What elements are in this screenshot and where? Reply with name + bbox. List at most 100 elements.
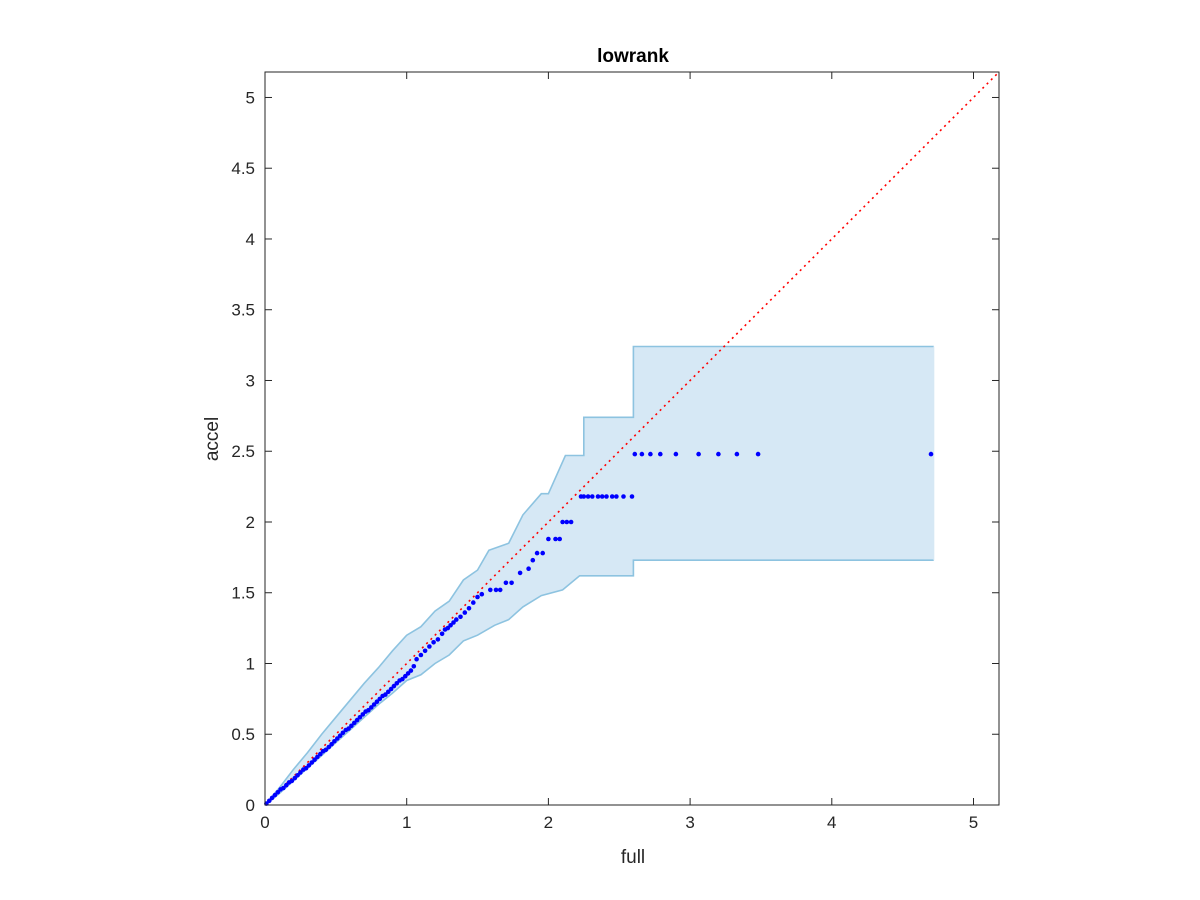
data-point [391, 683, 397, 689]
data-point [388, 686, 394, 692]
data-point [386, 689, 391, 695]
data-point [503, 580, 509, 586]
data-point [590, 494, 595, 499]
data-point [312, 757, 317, 762]
data-point [315, 754, 320, 760]
data-point [475, 594, 480, 600]
data-point [530, 557, 536, 563]
data-point [357, 715, 363, 720]
data-point [696, 451, 701, 457]
y-tick-label: 5 [246, 88, 255, 107]
data-point [755, 451, 761, 457]
data-point [435, 637, 441, 642]
data-point [526, 566, 531, 571]
y-tick-label: 0 [246, 796, 255, 815]
data-point [581, 494, 587, 499]
data-point [609, 494, 615, 499]
axes [264, 71, 1000, 806]
x-axis-label: full [621, 847, 645, 868]
data-point [394, 681, 400, 686]
data-point [377, 696, 383, 702]
y-axis-label: accel [202, 417, 223, 461]
data-point [509, 580, 514, 586]
y-tick-label: 4.5 [231, 159, 255, 178]
data-point [411, 664, 417, 669]
data-point [349, 723, 354, 729]
data-point [431, 640, 436, 645]
data-point [337, 733, 343, 738]
x-tick-label: 2 [544, 813, 553, 832]
y-tick-label: 0.5 [231, 725, 255, 744]
data-point [479, 591, 485, 597]
data-point [366, 707, 371, 713]
x-tick-label: 4 [827, 813, 836, 832]
data-point [405, 671, 411, 676]
data-point [462, 610, 468, 615]
data-point [369, 705, 374, 710]
data-point [414, 656, 419, 662]
data-point [716, 451, 721, 457]
data-point [673, 451, 679, 457]
band-upper-edge [264, 345, 934, 806]
data-point [632, 451, 638, 457]
data-point [466, 606, 472, 611]
data-point [329, 741, 334, 747]
data-points [264, 451, 934, 806]
reference-line-group [264, 71, 1000, 806]
data-point [298, 770, 303, 775]
data-point [275, 790, 281, 795]
data-point [400, 676, 405, 682]
data-point [323, 747, 329, 753]
data-point [546, 536, 551, 542]
data-point [458, 614, 463, 620]
data-point [418, 652, 424, 658]
data-point [599, 494, 605, 499]
data-point [534, 550, 540, 556]
y-tick-label: 3.5 [231, 301, 255, 320]
data-point [352, 720, 357, 726]
data-point [292, 775, 298, 781]
data-point [604, 494, 609, 499]
data-point [408, 668, 414, 673]
data-point [560, 519, 565, 525]
data-point [928, 451, 934, 457]
y-tick-label: 1.5 [231, 584, 255, 603]
data-point [403, 673, 408, 679]
data-point [335, 736, 340, 741]
x-tick-label: 1 [402, 813, 411, 832]
data-point [383, 692, 388, 697]
data-point [303, 765, 309, 771]
data-point [454, 617, 459, 622]
data-point [318, 751, 323, 757]
y-tick-label: 2.5 [231, 442, 255, 461]
data-point [568, 519, 574, 525]
data-point [658, 451, 663, 457]
chart-title: lowrank [597, 46, 669, 67]
data-point [648, 451, 653, 457]
data-point [354, 717, 360, 723]
x-tick-label: 3 [685, 813, 694, 832]
data-point [289, 778, 295, 784]
data-point [445, 625, 451, 631]
y-tick-label: 4 [246, 230, 255, 249]
data-point [281, 785, 286, 791]
data-point [346, 726, 351, 731]
data-point [340, 730, 346, 736]
data-point [471, 600, 476, 605]
data-point [284, 782, 289, 788]
data-point [493, 587, 499, 593]
reference-line [264, 71, 1000, 806]
data-point [371, 702, 377, 707]
data-point [374, 699, 380, 704]
y-tick-label: 2 [246, 513, 255, 532]
data-point [614, 494, 619, 499]
data-point [557, 536, 562, 542]
data-point [585, 494, 591, 499]
data-point [272, 792, 278, 798]
x-tick-label: 5 [969, 813, 978, 832]
data-point [517, 570, 523, 576]
confidence-band [264, 345, 935, 806]
axes-box [264, 71, 1000, 806]
data-point [564, 519, 570, 525]
